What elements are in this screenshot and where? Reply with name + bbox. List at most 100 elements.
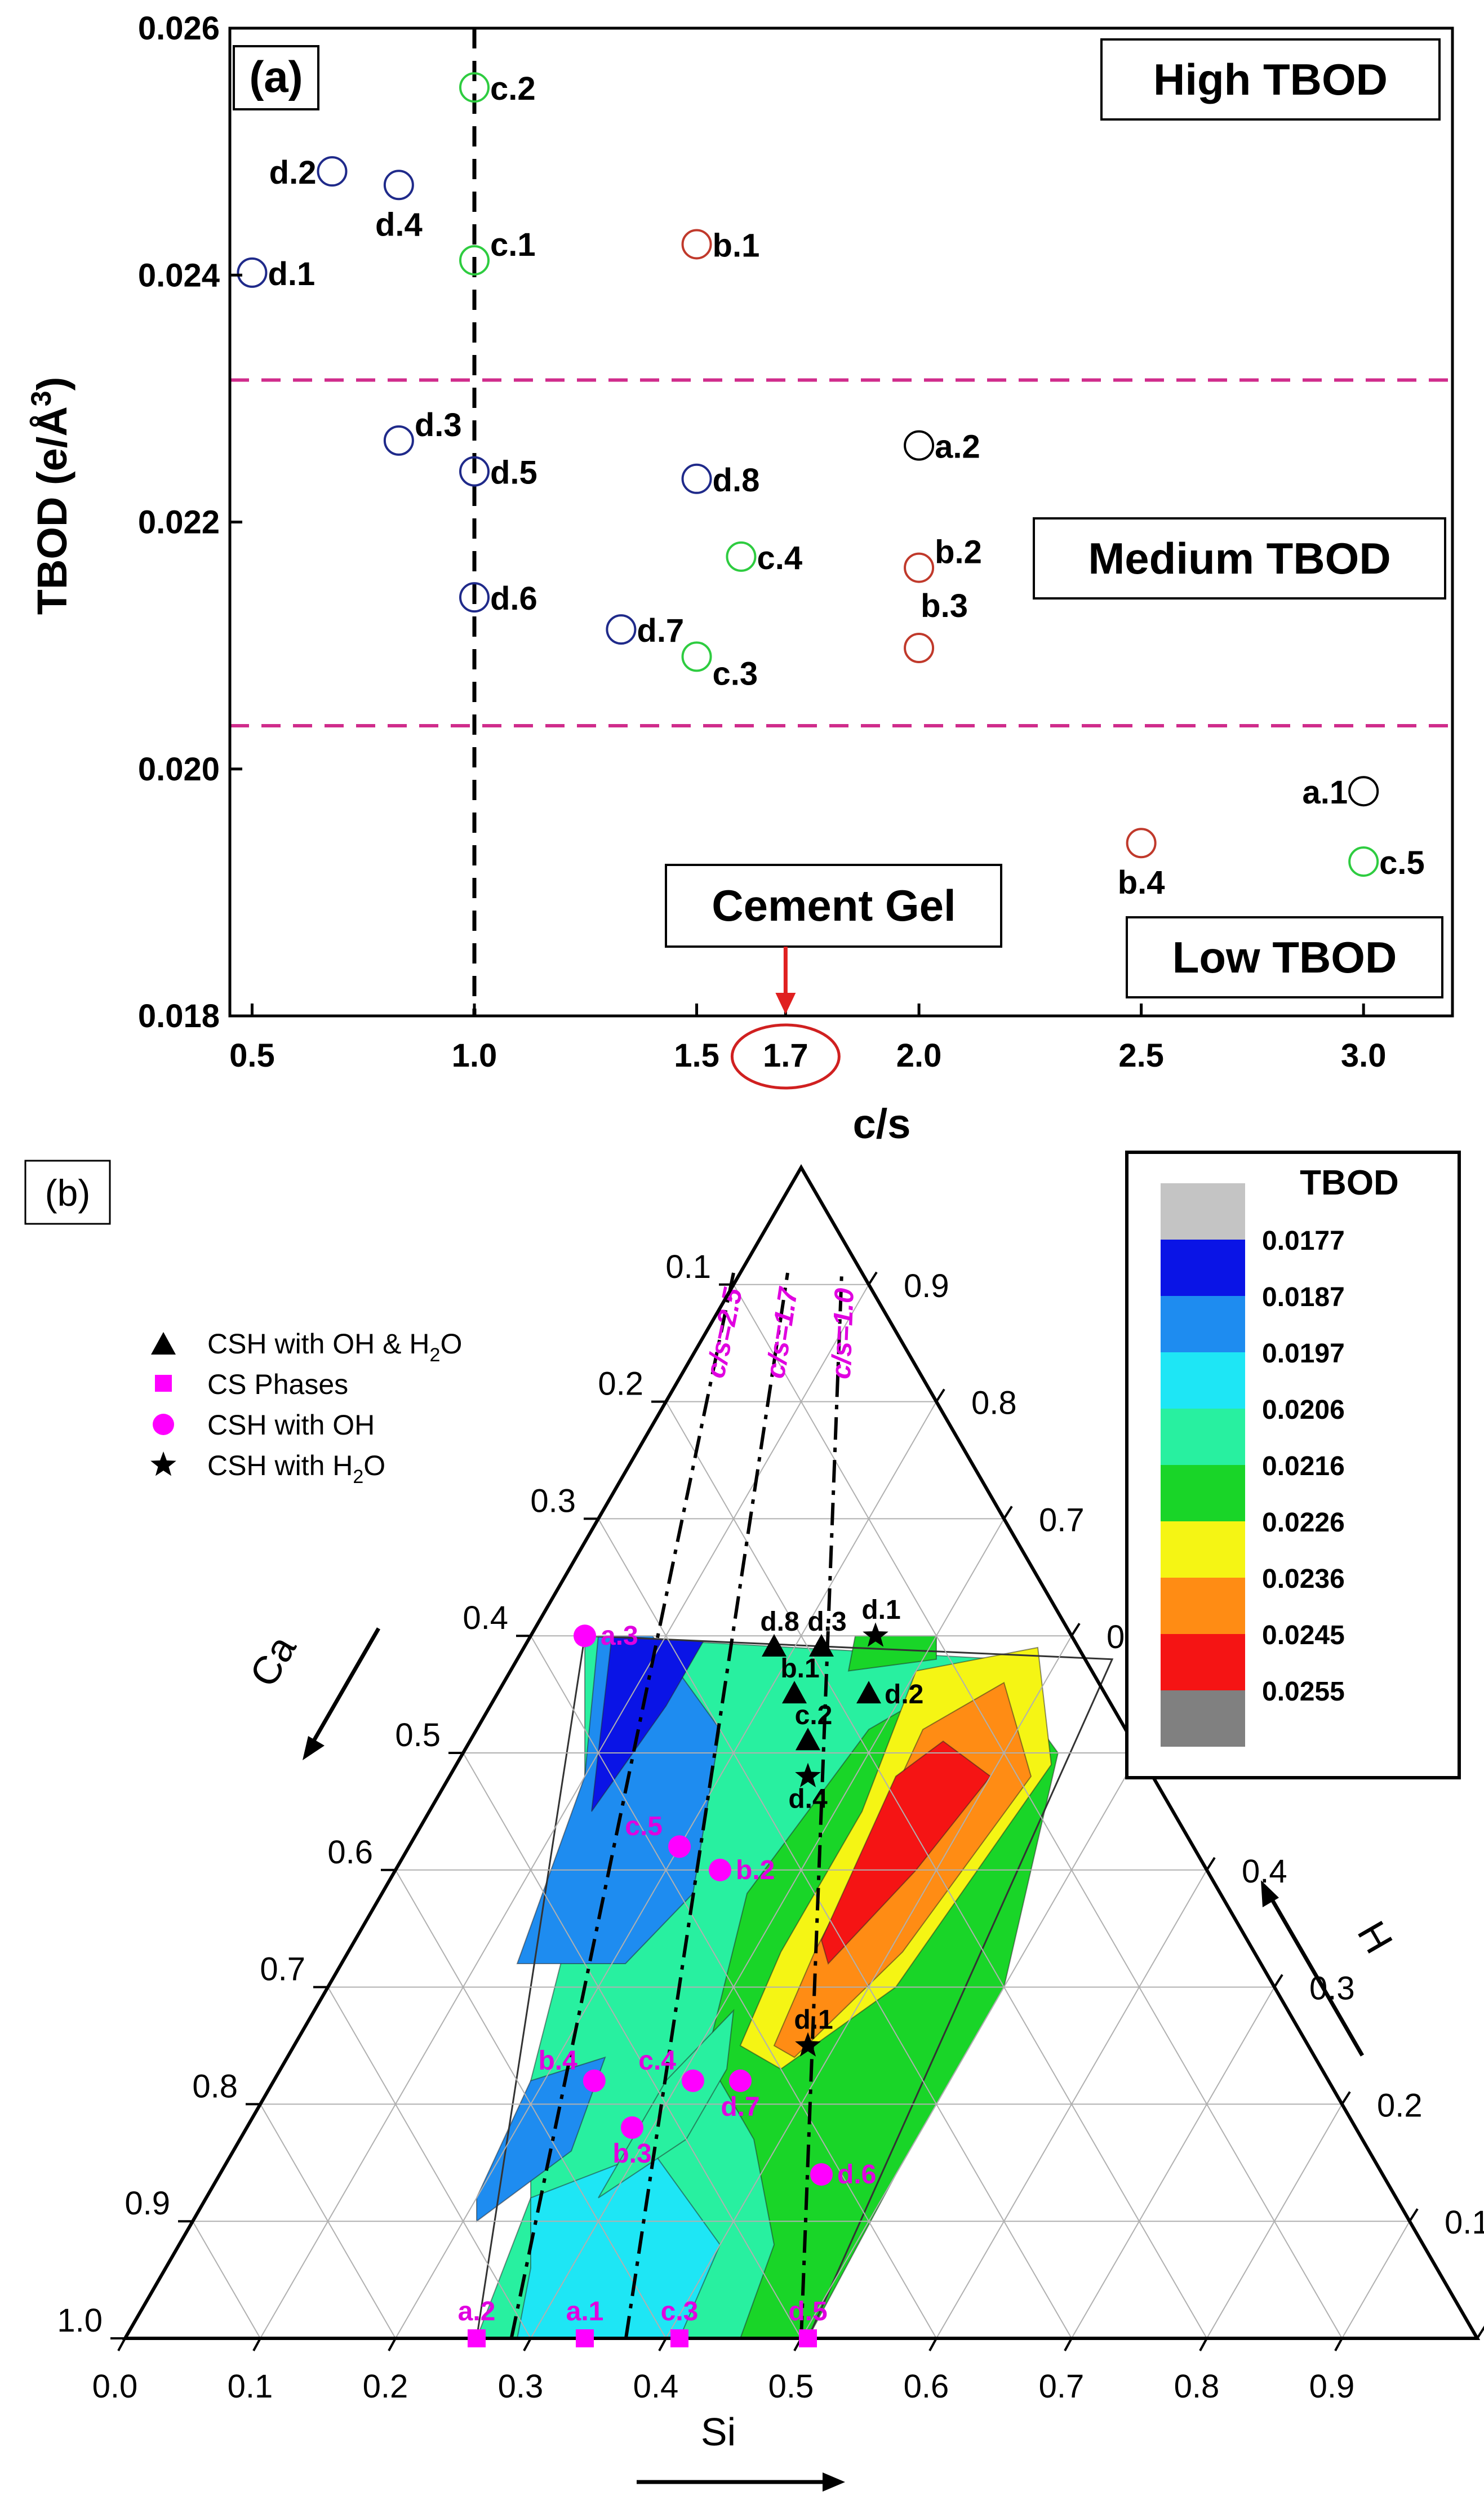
h-tick-mark [868, 1271, 878, 1285]
grid-line-ca [327, 1987, 531, 2339]
legend-marker-star [150, 1451, 176, 1476]
colorbar-swatch-10 [1161, 1690, 1245, 1747]
ca-axis-title: Ca [241, 1628, 304, 1694]
ternary-point-c-4 [682, 2069, 704, 2092]
legend-label-1: CSH with OH & H2O [207, 1328, 462, 1366]
ternary-point-b-4 [583, 2069, 606, 2092]
point-marker-d-2 [317, 156, 348, 187]
h-tick-mark [1476, 2325, 1484, 2339]
grid-line-si [1206, 2103, 1343, 2339]
ternary-point-label-c-4: c.4 [638, 2046, 676, 2076]
legend-label-text: CSH with OH & H [207, 1328, 430, 1360]
h-axis-arrow [1267, 1894, 1365, 2057]
ca-axis-arrowhead [303, 1736, 325, 1760]
grid-line-si [801, 1752, 1140, 2339]
si-axis-title: Si [701, 2410, 736, 2454]
panel-b: (b) c/s=2.5 c/s=1.7 c/s=1.0 0.0 0.1 0.2 0.3 0.… [24, 1151, 1484, 2492]
x-tick-label: 1.7 [763, 1037, 808, 1074]
y-tick-label: 0.026 [138, 10, 220, 47]
point-marker-d-8 [681, 463, 712, 494]
colorbar-level-label: 0.0255 [1262, 1677, 1345, 1707]
point-label-a-2: a.2 [935, 429, 980, 465]
point-label-d-3: d.3 [415, 407, 462, 443]
panel-a-label-box [233, 45, 319, 110]
ternary-point-d-4 [795, 1762, 821, 1787]
si-tick-label: 0.1 [228, 2368, 273, 2405]
point-label-b-3: b.3 [921, 588, 968, 624]
ternary-point-label-b-3: b.3 [612, 2139, 651, 2169]
h-tick-label: 0.4 [1242, 1853, 1287, 1890]
h-tick-mark [1003, 1506, 1013, 1520]
colorbar-level-label: 0.0177 [1262, 1226, 1345, 1256]
ca-tick-label: 0.7 [260, 1951, 305, 1988]
highlight-1-7-ellipse [730, 1023, 841, 1090]
ternary-point-label-d-1: d.1 [794, 2005, 833, 2035]
point-marker-c-4 [726, 541, 757, 572]
si-tick-mark [928, 2338, 938, 2351]
point-marker-d-3 [383, 425, 414, 456]
h-axis-title: H [1349, 1914, 1401, 1961]
colorbar-swatch-4 [1161, 1352, 1245, 1409]
colorbar-swatch-2 [1161, 1240, 1245, 1296]
point-label-c-4: c.4 [757, 540, 802, 576]
ternary-point-d-8 [762, 1633, 787, 1657]
grid-line-si [530, 1518, 1005, 2339]
ca-tick-label: 0.8 [192, 2068, 238, 2105]
grid-line-ca [395, 1870, 667, 2339]
point-marker-c-2 [459, 72, 490, 103]
h-tick-mark [935, 1388, 945, 1402]
ca-tick-label: 0.6 [327, 1834, 373, 1871]
y-axis-title-close: ) [29, 377, 75, 391]
point-marker-d-6 [459, 582, 490, 613]
ternary-point-b-1 [782, 1681, 807, 1704]
ca-tick-label: 1.0 [57, 2302, 103, 2339]
ternary-point-label-d-5: d.5 [788, 2297, 827, 2327]
ternary-point-b-3 [621, 2116, 643, 2139]
colorbar-level-label: 0.0187 [1262, 1282, 1345, 1312]
ternary-point-label-c-2: c.2 [795, 1701, 833, 1730]
grid-line-si [260, 1284, 869, 2339]
legend-label-tail: O [363, 1450, 385, 1481]
si-tick-mark [388, 2338, 397, 2351]
colorbar-level-label: 0.0226 [1262, 1508, 1345, 1538]
ternary-point-d-6 [810, 2163, 833, 2186]
si-tick-label: 0.4 [633, 2368, 679, 2405]
si-tick-label: 0.3 [498, 2368, 544, 2405]
x-axis-title: c/s [853, 1100, 911, 1147]
ternary-point-label-a-3: a.3 [601, 1621, 638, 1651]
colorbar-level-label: 0.0236 [1262, 1564, 1345, 1594]
colorbar-level-label: 0.0245 [1262, 1621, 1345, 1650]
point-marker-d-4 [383, 170, 414, 201]
point-label-d-7: d.7 [637, 612, 684, 649]
point-label-c-2: c.2 [490, 70, 536, 107]
legend-label-3: CSH with OH [207, 1409, 375, 1441]
ternary-point-c-2 [796, 1728, 820, 1751]
point-marker-c-5 [1348, 846, 1379, 877]
si-tick-mark [1199, 2338, 1208, 2351]
grid-line-si [936, 1870, 1207, 2339]
legend-label-4: CSH with H2O [207, 1450, 385, 1488]
y-tick-label: 0.024 [138, 257, 220, 294]
colorbar-level-label: 0.0197 [1262, 1339, 1345, 1369]
h-tick-mark [1273, 1974, 1283, 1988]
h-tick-label: 0.8 [971, 1385, 1017, 1422]
ternary-point-d-2 [856, 1681, 881, 1704]
legend-label-text: CSH with H [207, 1450, 353, 1481]
point-label-d-1: d.1 [268, 256, 315, 292]
colorbar-title: TBOD [1300, 1164, 1399, 1202]
colorbar-swatch-5 [1161, 1409, 1245, 1465]
ca-tick-label: 0.5 [395, 1717, 441, 1753]
point-marker-b-2 [904, 552, 935, 583]
si-tick-mark [252, 2338, 261, 2351]
ternary-point-d-7 [729, 2069, 752, 2092]
colorbar-level-label: 0.0216 [1262, 1451, 1345, 1481]
colorbar-swatch-9 [1161, 1634, 1245, 1690]
legend-label-text: CS Phases [207, 1369, 348, 1400]
y-tick-label: 0.018 [138, 998, 220, 1035]
ratio-line-label-2: c/s=1.7 [761, 1285, 804, 1380]
ratio-line-1 [509, 1272, 735, 2339]
ternary-point-label-d-3: d.3 [807, 1607, 846, 1637]
si-tick-mark [1334, 2338, 1343, 2351]
